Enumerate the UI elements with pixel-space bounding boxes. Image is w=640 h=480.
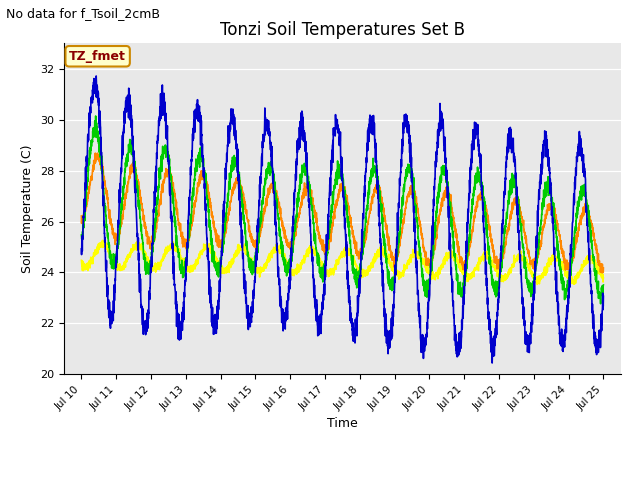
Text: No data for f_Tsoil_2cmB: No data for f_Tsoil_2cmB <box>6 7 161 20</box>
Y-axis label: Soil Temperature (C): Soil Temperature (C) <box>22 144 35 273</box>
Title: Tonzi Soil Temperatures Set B: Tonzi Soil Temperatures Set B <box>220 21 465 39</box>
Text: TZ_fmet: TZ_fmet <box>69 50 126 63</box>
X-axis label: Time: Time <box>327 417 358 431</box>
